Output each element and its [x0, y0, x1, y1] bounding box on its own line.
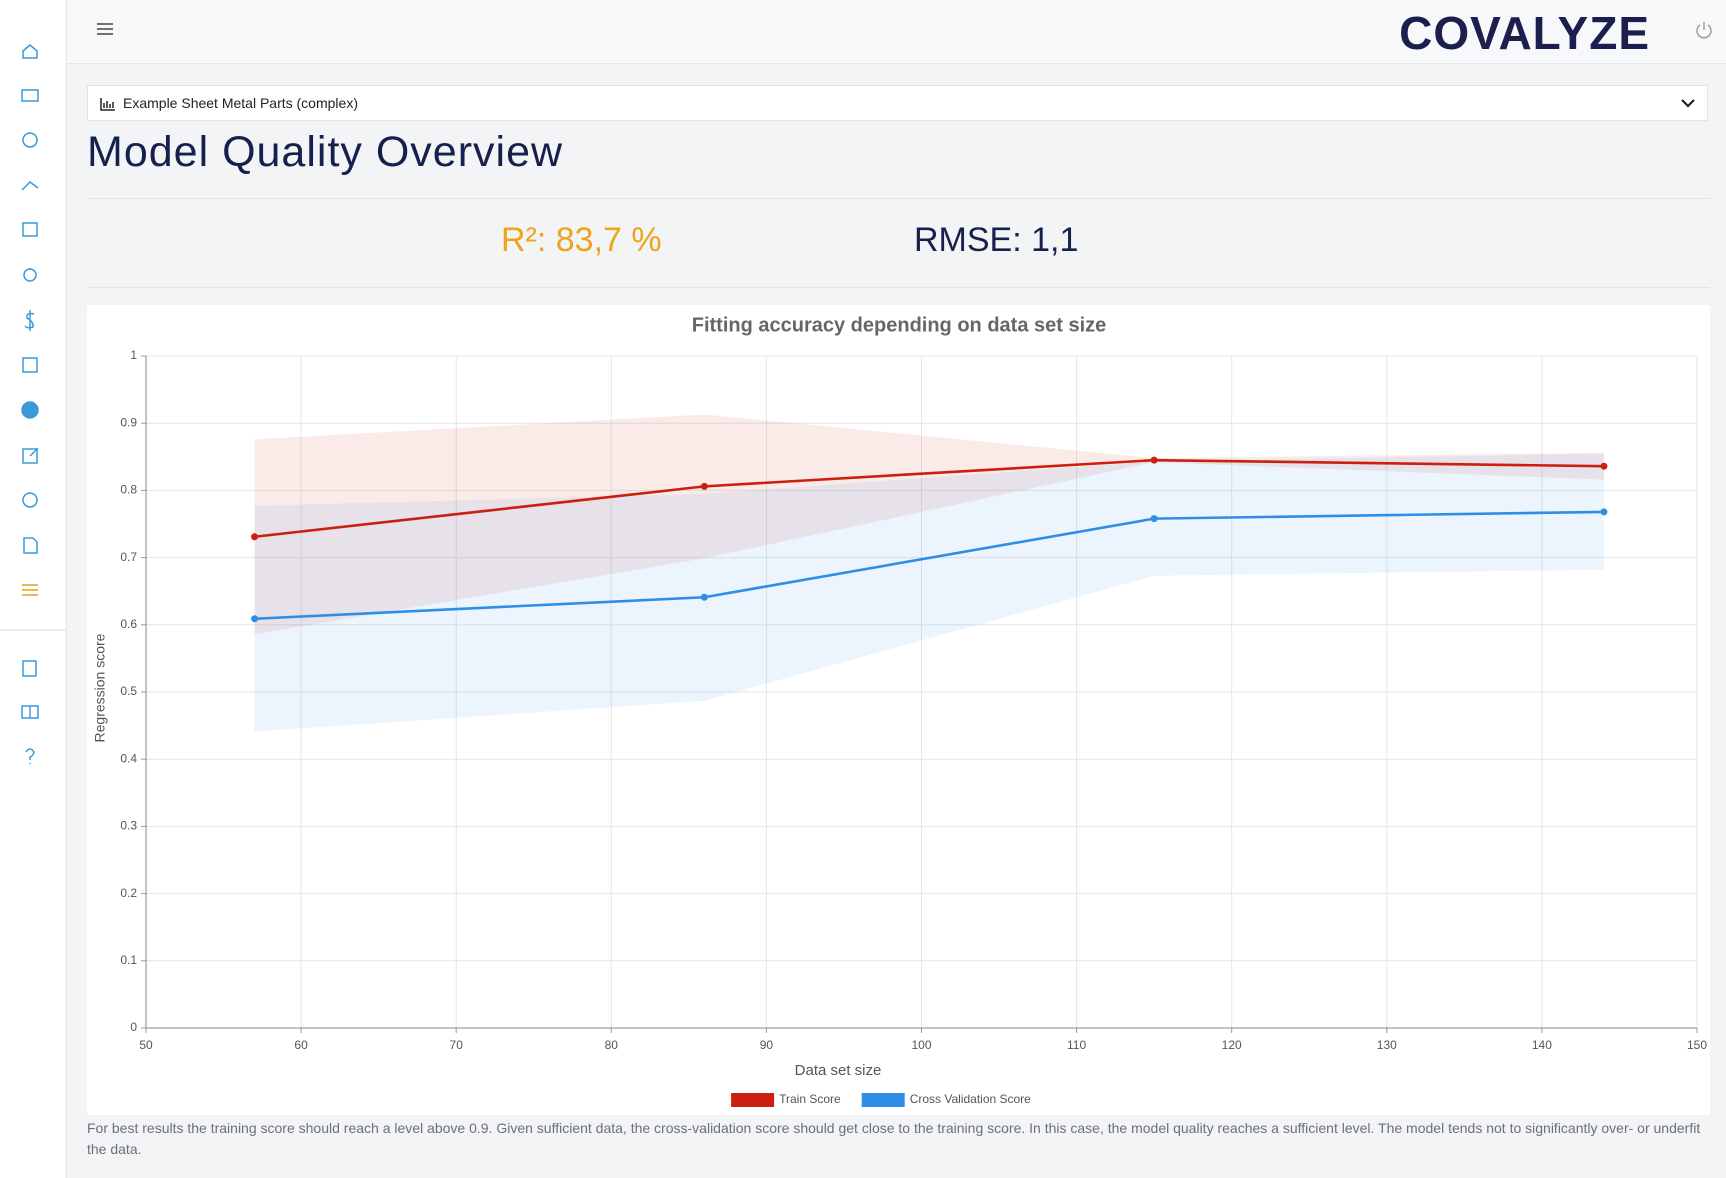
- legend-label: Cross Validation Score: [910, 1092, 1031, 1106]
- power-button[interactable]: [1694, 20, 1714, 40]
- error-band: [1154, 452, 1604, 480]
- y-tick-label: 0.8: [120, 483, 137, 497]
- file-icon[interactable]: [23, 537, 38, 554]
- error-band: [254, 493, 705, 732]
- docs-icon[interactable]: [22, 660, 37, 677]
- divider: [87, 198, 1710, 199]
- chart: Fitting accuracy depending on data set s…: [92, 314, 1707, 1107]
- logo: COVALYZE: [1399, 7, 1650, 59]
- grid-icon[interactable]: [22, 357, 38, 373]
- chevron-icon: [1681, 99, 1695, 108]
- sidebar-icons: [0, 44, 66, 764]
- y-tick-label: 0.6: [120, 617, 137, 631]
- error-band: [704, 414, 1155, 559]
- sliders-icon[interactable]: [22, 222, 38, 237]
- top-bar: COVALYZE: [67, 0, 1726, 64]
- y-tick-label: 0.4: [120, 751, 137, 765]
- dollar-icon[interactable]: [24, 310, 35, 331]
- legend-swatch: [861, 1093, 905, 1107]
- divider: [87, 287, 1710, 288]
- point: [700, 593, 708, 601]
- point: [1150, 515, 1158, 523]
- point: [1150, 456, 1158, 464]
- legend-label: Train Score: [779, 1092, 841, 1106]
- x-tick-label: 130: [1377, 1038, 1397, 1052]
- menu-button[interactable]: [97, 22, 113, 36]
- chart-card: Fitting accuracy depending on data set s…: [87, 305, 1710, 1115]
- point: [1600, 462, 1608, 470]
- y-tick-label: 0.9: [120, 415, 137, 429]
- home-icon[interactable]: [22, 44, 38, 59]
- map-icon[interactable]: [21, 89, 39, 102]
- legend-swatch: [731, 1093, 775, 1107]
- x-tick-label: 80: [605, 1038, 619, 1052]
- x-tick-label: 140: [1532, 1038, 1552, 1052]
- export-icon[interactable]: [22, 447, 39, 464]
- graph-icon[interactable]: [21, 181, 39, 191]
- point: [251, 533, 259, 541]
- line: [254, 458, 1604, 539]
- target-icon[interactable]: [23, 268, 37, 282]
- y-tick-label: 0.3: [120, 819, 137, 833]
- x-tick-label: 50: [139, 1038, 153, 1052]
- x-tick-label: 150: [1687, 1038, 1707, 1052]
- y-tick-label: 0.7: [120, 550, 137, 564]
- info-icon[interactable]: [22, 492, 38, 508]
- dataset-dropdown[interactable]: Example Sheet Metal Parts (complex): [87, 85, 1708, 121]
- error-band: [254, 414, 705, 635]
- r2-metric: R²: 83,7 %: [501, 221, 662, 259]
- palette-icon[interactable]: [22, 132, 38, 148]
- note: For best results the training score shou…: [87, 1120, 1701, 1157]
- y-axis-label: Regression score: [92, 633, 108, 742]
- dropdown-label: Example Sheet Metal Parts (complex): [123, 95, 358, 111]
- help-icon[interactable]: [25, 748, 35, 764]
- x-axis-label: Data set size: [795, 1062, 882, 1079]
- error-band: [704, 461, 1155, 701]
- x-tick-label: 90: [760, 1038, 774, 1052]
- chart-title: Fitting accuracy depending on data set s…: [692, 314, 1107, 336]
- x-tick-label: 110: [1067, 1038, 1086, 1052]
- pie-icon[interactable]: [21, 401, 39, 419]
- x-tick-label: 60: [294, 1038, 308, 1052]
- y-tick-label: 0.2: [120, 886, 137, 900]
- x-tick-label: 100: [911, 1038, 931, 1052]
- y-tick-label: 0: [130, 1020, 137, 1034]
- list-icon[interactable]: [22, 584, 38, 596]
- point: [700, 482, 708, 490]
- sidebar: [0, 0, 67, 1178]
- y-tick-label: 0.5: [120, 684, 137, 698]
- point: [251, 615, 259, 623]
- book-icon[interactable]: [21, 705, 39, 719]
- y-tick-label: 0.1: [120, 953, 137, 967]
- chart-icon: [100, 98, 115, 111]
- y-tick-label: 1: [130, 348, 137, 362]
- rmse-metric: RMSE: 1,1: [914, 221, 1079, 259]
- page-title: Model Quality Overview: [87, 128, 564, 176]
- line: [254, 510, 1604, 621]
- point: [1600, 508, 1608, 516]
- x-tick-label: 120: [1222, 1038, 1242, 1052]
- x-tick-label: 70: [450, 1038, 464, 1052]
